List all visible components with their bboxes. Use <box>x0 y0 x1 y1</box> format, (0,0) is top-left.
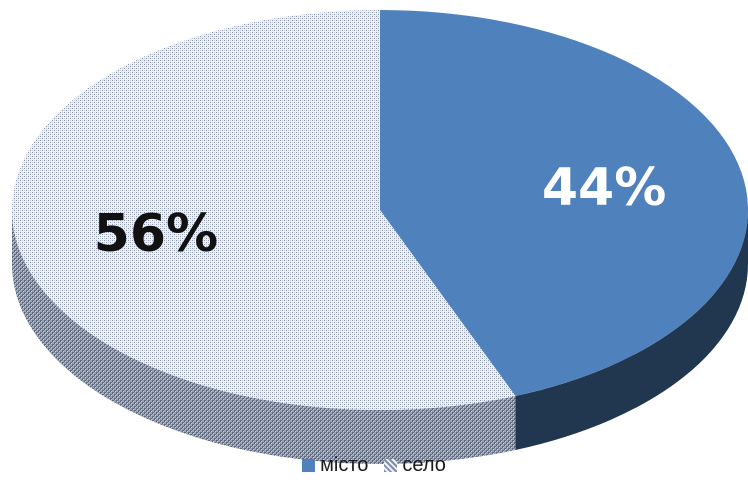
legend-label-misto: місто <box>320 453 369 476</box>
legend-item-misto: місто <box>302 454 368 477</box>
legend-swatch-misto <box>302 458 316 472</box>
pie-side-1 <box>11 210 516 465</box>
legend-label-selo: село <box>402 453 446 476</box>
legend-swatch-selo <box>384 458 398 472</box>
data-label-1: 56% <box>94 204 218 264</box>
pie-side-0 <box>515 210 748 450</box>
pie-slice-0 <box>380 10 748 396</box>
legend-item-selo: село <box>384 453 446 477</box>
data-label-0: 44% <box>542 158 666 218</box>
pie-slice-1 <box>12 10 516 410</box>
chart-legend: місто село <box>0 452 748 478</box>
